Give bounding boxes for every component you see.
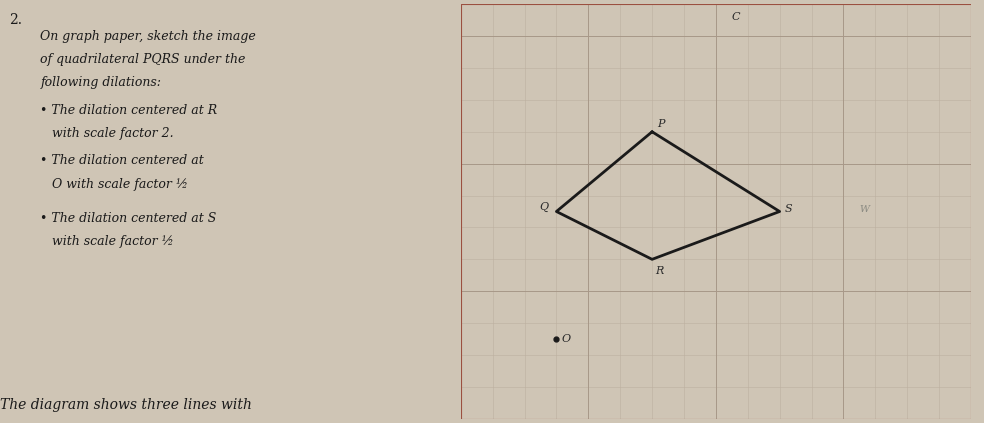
Text: R: R (655, 266, 663, 276)
Text: following dilations:: following dilations: (40, 76, 161, 89)
Text: with scale factor 2.: with scale factor 2. (40, 127, 174, 140)
Text: W: W (859, 204, 869, 214)
Text: • The dilation centered at S: • The dilation centered at S (40, 212, 216, 225)
Text: S: S (784, 203, 792, 214)
Text: of quadrilateral PQRS under the: of quadrilateral PQRS under the (40, 53, 246, 66)
Text: 2.: 2. (9, 13, 22, 27)
Text: • The dilation centered at: • The dilation centered at (40, 154, 204, 168)
Text: Q: Q (539, 202, 548, 212)
Text: O: O (561, 334, 571, 344)
Text: The diagram shows three lines with: The diagram shows three lines with (0, 398, 252, 412)
Text: • The dilation centered at R: • The dilation centered at R (40, 104, 217, 117)
Text: with scale factor ½: with scale factor ½ (40, 235, 174, 248)
Text: O with scale factor ½: O with scale factor ½ (40, 178, 188, 191)
Text: P: P (657, 119, 664, 129)
Text: C: C (732, 12, 740, 22)
Text: On graph paper, sketch the image: On graph paper, sketch the image (40, 30, 256, 43)
